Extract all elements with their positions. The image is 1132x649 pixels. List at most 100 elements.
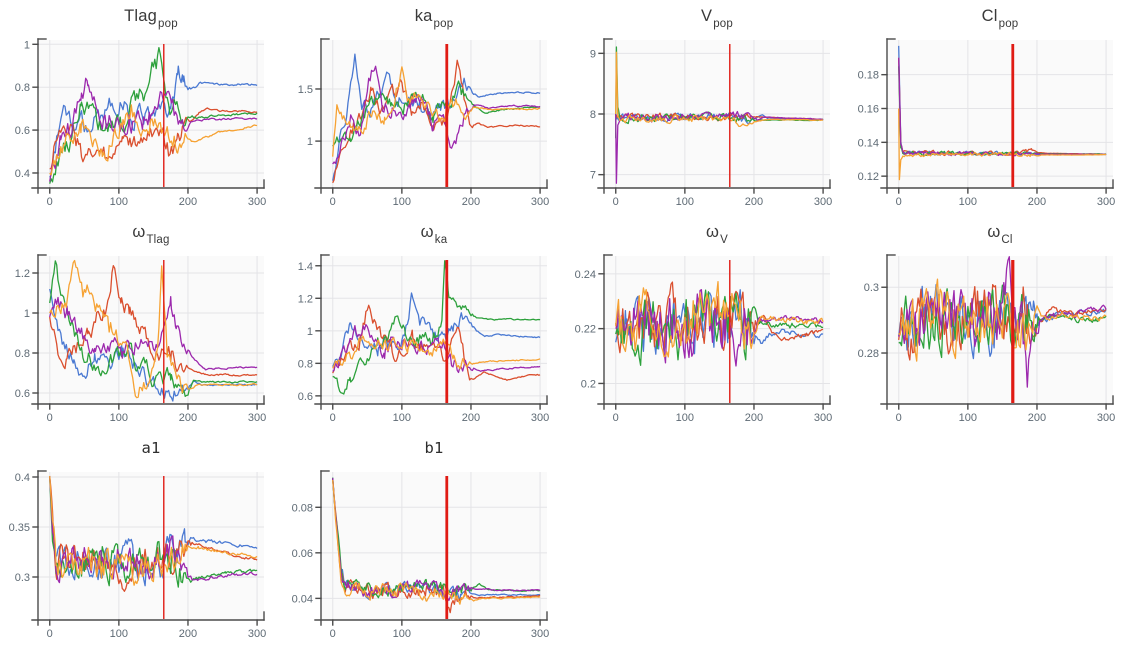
plot-title: Clpop [887,7,1113,30]
axes [880,254,1114,410]
y-tick-label: 1.2 [298,293,313,305]
y-tick-label: 1 [24,39,30,51]
x-tick-label: 100 [110,412,128,424]
subplot-a1: a1 0.3 0.35 0.4 0 100 200 300 [0,432,283,648]
x-tick-label: 200 [179,412,197,424]
y-tick-label: 0.8 [298,358,313,370]
subplot-omega_ka: ωka 0.6 0.8 1 1.2 1.4 0 100 200 300 [283,216,566,432]
plot-canvas-omega_Cl: 0.28 0.3 0 100 200 300 [858,254,1115,424]
x-tick-label: 300 [248,412,266,424]
trace-blue-omega_ka [332,292,541,367]
x-tick-label: 100 [959,196,977,208]
plot-title-subscript: V [720,234,728,246]
axes [597,254,831,410]
y-tick-label: 0.3 [15,572,30,584]
plot-title-subscript: pop [433,18,454,30]
y-tick-label: 0.18 [858,70,879,82]
x-tick-label: 200 [1028,196,1046,208]
plot-title-subscript: pop [998,18,1019,30]
plot-title-main: V [700,7,713,25]
y-tick-label: 1.4 [298,261,313,273]
x-tick-label: 300 [531,412,549,424]
x-tick-label: 0 [613,196,619,208]
x-tick-label: 0 [47,628,53,640]
trace-orange-omega_Tlag [49,259,258,399]
y-tick-label: 1 [307,326,313,338]
x-tick-label: 200 [179,628,197,640]
trace-purple-Cl_pop [898,57,1107,157]
plot-canvas-Cl_pop: 0.12 0.14 0.16 0.18 0 100 200 300 [858,38,1115,208]
x-tick-label: 0 [896,196,902,208]
x-tick-label: 100 [393,412,411,424]
trace-orange-omega_ka [332,335,541,370]
axes [31,38,265,194]
x-tick-label: 300 [1097,412,1115,424]
y-tick-label: 0.3 [864,282,879,294]
plot-canvas-omega_Tlag: 0.6 0.8 1 1.2 0 100 200 300 [15,254,266,424]
axes [597,38,831,194]
trace-purple-V_pop [615,110,824,184]
x-tick-label: 300 [1097,196,1115,208]
plot-canvas-ka_pop: 1 1.5 0 100 200 300 [298,38,549,208]
plot-canvas-omega_V: 0.2 0.22 0.24 0 100 200 300 [575,254,832,424]
x-tick-label: 0 [330,628,336,640]
trace-orange-Cl_pop [898,108,1107,181]
plot-canvas-a1: 0.3 0.35 0.4 0 100 200 300 [9,470,266,640]
x-tick-label: 200 [179,196,197,208]
y-tick-label: 0.16 [858,104,879,116]
axes [314,254,548,410]
subplot-Tlag_pop: Tlagpop 0.4 0.6 0.8 1 0 100 200 300 [0,0,283,216]
y-tick-label: 0.8 [15,82,30,94]
axes [880,38,1114,194]
plot-title: Vpop [604,7,830,30]
plot-title-main: a1 [141,439,161,457]
subplot-Cl_pop: Clpop 0.12 0.14 0.16 0.18 0 100 200 300 [849,0,1132,216]
x-tick-label: 300 [248,196,266,208]
trace-purple-omega_ka [332,323,541,374]
plot-title: Tlagpop [38,7,264,30]
subplot-ka_pop: kapop 1 1.5 0 100 200 300 [283,0,566,216]
y-tick-label: 1.5 [298,84,313,96]
x-tick-label: 0 [47,412,53,424]
x-tick-label: 0 [47,196,53,208]
x-tick-label: 300 [531,196,549,208]
y-tick-label: 0.4 [15,168,30,180]
trace-green-omega_V [615,289,824,366]
plot-title-subscript: ka [434,234,448,246]
subplot-b1: b1 0.04 0.06 0.08 0 100 200 300 [283,432,566,648]
y-tick-label: 0.6 [298,391,313,403]
y-tick-label: 0.04 [292,593,313,605]
plot-title-main: ka [414,7,433,25]
plot-title-main: ω [132,223,146,241]
empty-cell [566,432,849,648]
x-tick-label: 100 [676,412,694,424]
y-tick-label: 0.6 [15,125,30,137]
y-tick-label: 0.08 [292,502,313,514]
x-tick-label: 100 [393,196,411,208]
plot-title-main: Cl [981,7,998,25]
plot-canvas-b1: 0.04 0.06 0.08 0 100 200 300 [292,470,549,640]
x-tick-label: 0 [330,412,336,424]
trace-green-omega_Tlag [49,260,258,398]
plot-title-main: ω [420,223,434,241]
empty-cell [849,432,1132,648]
plot-title: ωCl [887,223,1113,246]
x-tick-label: 200 [745,412,763,424]
plot-title-subscript: pop [158,18,178,30]
plot-title-subscript: Tlag [146,234,170,246]
trace-orange-ka_pop [332,66,541,157]
x-tick-label: 200 [1028,412,1046,424]
y-tick-label: 0.2 [581,378,596,390]
plot-title-main: b1 [424,439,444,457]
x-tick-label: 100 [676,196,694,208]
x-tick-label: 100 [110,628,128,640]
y-tick-label: 0.28 [858,348,879,360]
y-tick-label: 0.6 [15,388,30,400]
y-tick-label: 0.24 [575,269,596,281]
plot-title-main: Tlag [124,7,158,25]
plot-title: ωka [321,223,547,246]
x-tick-label: 300 [814,196,832,208]
trace-blue-omega_Tlag [49,288,258,402]
x-tick-label: 0 [896,412,902,424]
y-tick-label: 0.8 [15,348,30,360]
